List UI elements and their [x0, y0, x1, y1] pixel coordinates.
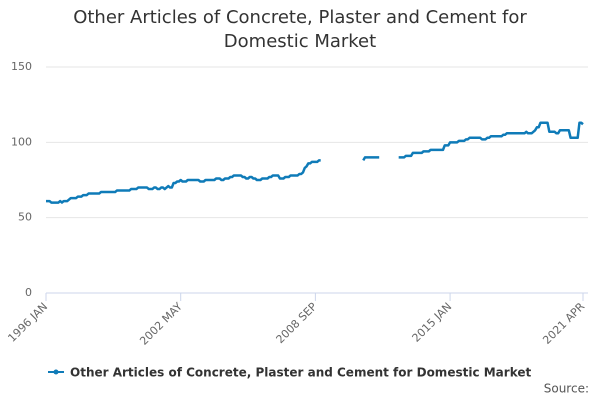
y-tick-label: 50	[18, 211, 32, 224]
data-line	[46, 121, 584, 204]
y-tick-label: 0	[25, 286, 32, 299]
x-tick-label: 2021 APR	[540, 300, 587, 347]
source: Source:	[544, 382, 589, 396]
legend-label: Other Articles of Concrete, Plaster and …	[70, 366, 531, 380]
y-tick-label: 150	[11, 60, 32, 73]
x-tick-label: 2002 MAY	[137, 300, 185, 348]
chart-title: Other Articles of Concrete, Plaster and …	[73, 7, 527, 52]
y-tick-label: 100	[11, 135, 32, 148]
legend-marker	[53, 369, 59, 375]
x-tick-label: 2015 JAN	[410, 300, 455, 345]
x-tick-label: 1996 JAN	[5, 300, 50, 345]
x-tick-label: 2008 SEP	[274, 300, 320, 346]
